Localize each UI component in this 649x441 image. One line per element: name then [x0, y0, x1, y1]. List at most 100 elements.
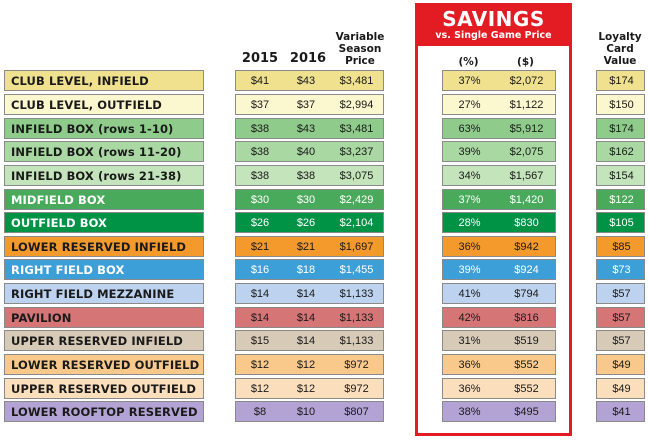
savings-percent: 41%	[458, 287, 481, 300]
savings-dollars: $1,567	[509, 169, 544, 182]
savings-banner: SAVINGS vs. Single Game Price	[415, 3, 572, 46]
savings-cells: 27% $1,122	[442, 94, 556, 115]
savings-dollars: $816	[514, 311, 539, 324]
loyalty-card-value: $174	[609, 74, 634, 87]
price-2015: $26	[250, 216, 270, 229]
price-2015: $38	[250, 145, 270, 158]
price-2016: $10	[296, 405, 316, 418]
price-2015: $12	[250, 382, 270, 395]
price-cells: $30 $30 $2,429	[235, 189, 384, 210]
price-cells: $41 $43 $3,481	[235, 70, 384, 91]
section-label: LOWER RESERVED INFIELD	[4, 236, 204, 257]
price-cells: $12 $12 $972	[235, 354, 384, 375]
variable-season-price: $3,075	[339, 169, 374, 182]
loyalty-cell: $49	[596, 354, 645, 375]
variable-season-price: $3,481	[339, 122, 374, 135]
price-cells: $38 $38 $3,075	[235, 165, 384, 186]
section-label: RIGHT FIELD MEZZANINE	[4, 283, 204, 304]
loyalty-card-value: $122	[609, 193, 634, 206]
variable-season-price: $807	[344, 405, 369, 418]
savings-cells: 39% $2,075	[442, 141, 556, 162]
price-2015: $15	[250, 334, 270, 347]
price-2015: $30	[250, 193, 270, 206]
savings-cells: 36% $942	[442, 236, 556, 257]
section-label: MIDFIELD BOX	[4, 189, 204, 210]
loyalty-card-value: $174	[609, 122, 634, 135]
loyalty-cell: $49	[596, 378, 645, 399]
section-label: INFIELD BOX (rows 1-10)	[4, 118, 204, 139]
savings-cells: 38% $495	[442, 401, 556, 422]
savings-dollars: $924	[514, 263, 539, 276]
price-2016: $12	[296, 382, 316, 395]
header-loyalty-line2: Card	[606, 43, 634, 55]
header-loyalty-line3: Value	[603, 55, 637, 67]
table-row: INFIELD BOX (rows 1-10) $38 $43 $3,481 63% $5…	[0, 118, 649, 139]
variable-season-price: $3,481	[339, 74, 374, 87]
variable-season-price: $1,133	[339, 287, 374, 300]
price-2015: $38	[250, 122, 270, 135]
header-variable-line2: Season	[338, 43, 382, 55]
header-variable-season-price: Variable Season Price	[330, 31, 390, 67]
savings-percent: 63%	[458, 122, 481, 135]
loyalty-card-value: $57	[612, 311, 631, 324]
price-cells: $21 $21 $1,697	[235, 236, 384, 257]
price-2015: $21	[250, 240, 270, 253]
savings-dollars: $794	[514, 287, 539, 300]
section-label: UPPER RESERVED OUTFIELD	[4, 378, 204, 399]
loyalty-cell: $57	[596, 307, 645, 328]
savings-cells: 63% $5,912	[442, 118, 556, 139]
price-2016: $18	[296, 263, 316, 276]
header-variable-line1: Variable	[335, 31, 385, 43]
variable-season-price: $3,237	[339, 145, 374, 158]
loyalty-cell: $105	[596, 212, 645, 233]
loyalty-card-value: $49	[612, 382, 631, 395]
savings-dollars: $830	[514, 216, 539, 229]
table-row: INFIELD BOX (rows 21-38) $38 $38 $3,075 34% $…	[0, 165, 649, 186]
loyalty-card-value: $150	[609, 98, 634, 111]
loyalty-cell: $174	[596, 118, 645, 139]
price-2016: $14	[296, 311, 316, 324]
table-row: CLUB LEVEL, INFIELD $41 $43 $3,481 37% $2,072…	[0, 70, 649, 91]
loyalty-card-value: $154	[609, 169, 634, 182]
variable-season-price: $1,455	[339, 263, 374, 276]
header-2016: 2016	[289, 51, 327, 66]
price-2015: $14	[250, 287, 270, 300]
price-2016: $21	[296, 240, 316, 253]
savings-dollars: $2,072	[509, 74, 544, 87]
table-row: PAVILION $14 $14 $1,133 42% $816 $57	[0, 307, 649, 328]
section-label: RIGHT FIELD BOX	[4, 259, 204, 280]
savings-cells: 37% $2,072	[442, 70, 556, 91]
loyalty-cell: $85	[596, 236, 645, 257]
price-2016: $14	[296, 287, 316, 300]
savings-cells: 37% $1,420	[442, 189, 556, 210]
savings-dollars: $495	[514, 405, 539, 418]
price-2016: $12	[296, 358, 316, 371]
table-row: LOWER RESERVED INFIELD $21 $21 $1,697 36% $94…	[0, 236, 649, 257]
price-cells: $14 $14 $1,133	[235, 283, 384, 304]
savings-subtitle: vs. Single Game Price	[435, 30, 552, 41]
price-2016: $38	[296, 169, 316, 182]
variable-season-price: $1,133	[339, 311, 374, 324]
section-label: LOWER RESERVED OUTFIELD	[4, 354, 204, 375]
savings-title: SAVINGS	[442, 7, 545, 31]
loyalty-cell: $174	[596, 70, 645, 91]
loyalty-cell: $154	[596, 165, 645, 186]
variable-season-price: $2,429	[339, 193, 374, 206]
savings-percent: 27%	[458, 98, 481, 111]
price-2015: $16	[250, 263, 270, 276]
price-2015: $12	[250, 358, 270, 371]
section-label: CLUB LEVEL, OUTFIELD	[4, 94, 204, 115]
savings-dollars: $552	[514, 358, 539, 371]
section-label: LOWER ROOFTOP RESERVED	[4, 401, 204, 422]
loyalty-cell: $73	[596, 259, 645, 280]
header-savings-percent: (%)	[458, 56, 479, 68]
price-2016: $14	[296, 334, 316, 347]
savings-cells: 36% $552	[442, 354, 556, 375]
savings-percent: 38%	[458, 405, 481, 418]
price-cells: $15 $14 $1,133	[235, 330, 384, 351]
table-row: RIGHT FIELD BOX $16 $18 $1,455 39% $924 $73	[0, 259, 649, 280]
savings-percent: 39%	[458, 145, 481, 158]
table-row: LOWER ROOFTOP RESERVED $8 $10 $807 38% $495 $4…	[0, 401, 649, 422]
section-label: OUTFIELD BOX	[4, 212, 204, 233]
savings-percent: 39%	[458, 263, 481, 276]
